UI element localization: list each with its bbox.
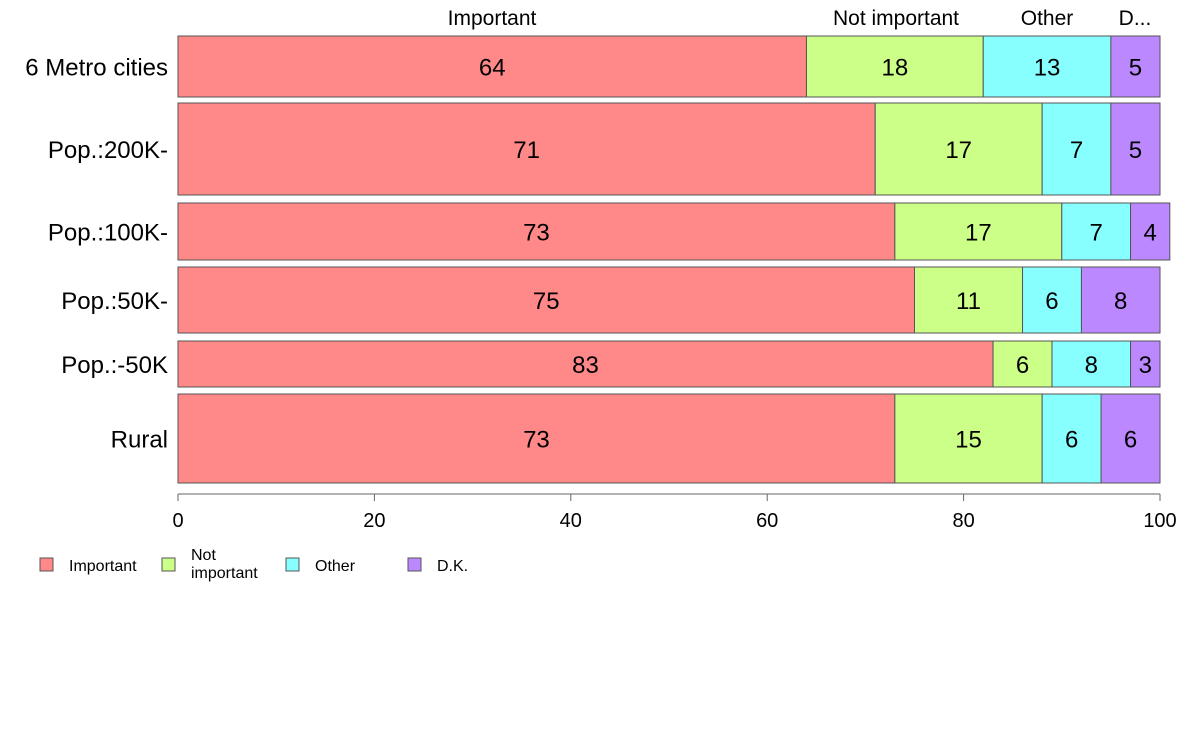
- row-label: Pop.:200K-: [48, 137, 168, 164]
- stacked-bar-segment: [177, 340, 994, 388]
- bar-value-label: 4: [1144, 220, 1157, 247]
- legend-label: Not important: [191, 547, 258, 582]
- stacked-bar-segment: [1110, 35, 1161, 98]
- top-series-label: Not important: [833, 7, 959, 30]
- row-label: Rural: [111, 427, 168, 454]
- legend-swatch: [285, 557, 300, 572]
- bar-value-label: 73: [523, 220, 550, 247]
- bar-value-label: 83: [572, 352, 599, 379]
- stacked-bar-segment: [1100, 393, 1161, 484]
- bar-value-label: 13: [1034, 55, 1061, 82]
- row-label: Pop.:50K-: [61, 288, 168, 315]
- bar-value-label: 71: [513, 137, 540, 164]
- x-axis-tick-label: 40: [560, 510, 582, 532]
- legend-swatch: [407, 557, 422, 572]
- x-axis-tick-label: 60: [756, 510, 778, 532]
- stacked-bar-segment: [894, 202, 1063, 261]
- stacked-bar-segment: [177, 35, 807, 98]
- stacked-bar-segment: [177, 393, 896, 484]
- bar-value-label: 17: [965, 220, 992, 247]
- bar-value-label: 7: [1089, 220, 1102, 247]
- stacked-bar-segment: [1041, 393, 1102, 484]
- bar-value-label: 5: [1129, 137, 1142, 164]
- stacked-bar-segment: [894, 393, 1043, 484]
- legend-label-line: Important: [69, 558, 137, 575]
- legend-label: D.K.: [437, 558, 468, 575]
- bar-value-label: 17: [945, 137, 972, 164]
- bar-value-label: 3: [1139, 352, 1152, 379]
- bar-value-label: 6: [1124, 427, 1137, 454]
- stacked-bar-segment: [1110, 102, 1161, 196]
- bar-value-label: 11: [956, 288, 981, 315]
- row-label: Pop.:100K-: [48, 220, 168, 247]
- legend-swatch: [161, 557, 176, 572]
- legend-label-line: Not: [191, 547, 216, 564]
- stacked-bar-segment: [805, 35, 984, 98]
- stacked-bar-segment: [914, 266, 1024, 334]
- stacked-bar-segment: [1041, 102, 1112, 196]
- legend-label-line: D.K.: [437, 558, 468, 575]
- x-axis-tick-label: 100: [1143, 510, 1176, 532]
- bar-value-label: 15: [955, 427, 982, 454]
- stacked-bar-segment: [177, 102, 876, 196]
- bar-value-label: 73: [523, 427, 550, 454]
- legend-label: Other: [315, 558, 356, 575]
- stacked-bar-segment: [1051, 340, 1132, 388]
- bar-value-label: 5: [1129, 55, 1142, 82]
- stacked-bar-segment: [1080, 266, 1161, 334]
- x-axis-tick-label: 0: [172, 510, 183, 532]
- stacked-bar-segment: [1130, 202, 1171, 261]
- legend-label-line: Other: [315, 558, 356, 575]
- bar-value-label: 8: [1114, 288, 1127, 315]
- stacked-bar-segment: [1130, 340, 1161, 388]
- bar-value-label: 64: [479, 55, 506, 82]
- stacked-bar-segment: [992, 340, 1053, 388]
- bar-value-label: 8: [1085, 352, 1098, 379]
- top-series-label: Important: [448, 7, 537, 30]
- x-axis-tick-label: 80: [952, 510, 974, 532]
- legend-label-line: important: [191, 565, 258, 582]
- bar-value-label: 18: [882, 55, 909, 82]
- legend-swatch: [39, 557, 54, 572]
- bar-value-label: 6: [1045, 288, 1058, 315]
- bar-value-label: 6: [1065, 427, 1078, 454]
- bar-value-label: 6: [1016, 352, 1029, 379]
- row-label: Pop.:-50K: [61, 352, 168, 379]
- stacked-bar-segment: [982, 35, 1112, 98]
- stacked-bar-segment: [177, 202, 896, 261]
- bar-value-label: 7: [1070, 137, 1083, 164]
- x-axis-tick-label: 20: [363, 510, 385, 532]
- legend-label: Important: [69, 558, 137, 575]
- row-label: 6 Metro cities: [25, 55, 168, 82]
- bar-value-label: 75: [533, 288, 560, 315]
- top-series-label: Other: [1021, 7, 1074, 30]
- stacked-bar-segment: [874, 102, 1043, 196]
- stacked-bar-segment: [177, 266, 915, 334]
- top-series-label: D...: [1119, 7, 1152, 30]
